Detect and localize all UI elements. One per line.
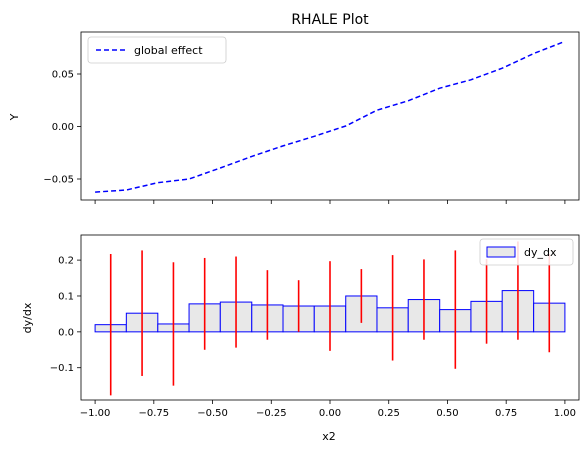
bottom-ytick-label: 0.1	[58, 291, 74, 302]
top-legend: global effect	[87, 36, 227, 64]
bottom-xtick-label: 0.00	[319, 408, 341, 419]
bottom-ytick-label: −0.1	[50, 363, 74, 374]
bottom-yticks: −0.1 0.0 0.1 0.2	[50, 256, 81, 374]
top-title: RHALE Plot	[291, 12, 369, 28]
top-xticks	[94, 200, 566, 204]
bottom-xtick-label: −1.00	[80, 408, 111, 419]
bottom-axes-frame	[80, 234, 580, 401]
bottom-xtick-label: −0.25	[256, 408, 287, 419]
bottom-xlabel: x2	[322, 430, 336, 443]
bottom-xtick-label: 0.75	[495, 408, 517, 419]
bottom-legend-label: dy_dx	[524, 246, 557, 259]
top-axes-frame	[80, 31, 580, 201]
bottom-xtick-label: 1.00	[554, 408, 576, 419]
top-legend-label: global effect	[134, 44, 203, 57]
bottom-legend: dy_dx	[479, 238, 574, 266]
top-ylabel: Y	[8, 113, 21, 121]
top-yticks: −0.05 0.00 0.05	[43, 70, 81, 186]
bottom-xtick-label: −0.50	[197, 408, 228, 419]
top-ytick-label: 0.05	[52, 70, 74, 81]
top-ytick-label: 0.00	[52, 122, 74, 133]
bottom-ytick-label: 0.0	[58, 327, 74, 338]
bottom-xtick-label: 0.50	[436, 408, 458, 419]
bottom-xticks: −1.00 −0.75 −0.50 −0.25 0.00 0.25 0.50 0.75 1.00	[80, 400, 576, 419]
top-ytick-label: −0.05	[43, 175, 74, 186]
bottom-legend-box	[479, 238, 574, 266]
bottom-xtick-label: 0.25	[378, 408, 400, 419]
bottom-errorbars	[109, 241, 551, 396]
bottom-xtick-label: −0.75	[138, 408, 169, 419]
top-plot-area	[95, 40, 566, 193]
top-panel: RHALE Plot Y −0.05 0.00 0.05 global effect	[8, 12, 580, 204]
bottom-panel: dy/dx x2 −1.00 −0.75 −0.50 −0.25 0.00 0.25 0.5…	[21, 234, 580, 443]
global-effect-line	[95, 40, 566, 193]
bottom-legend-swatch	[486, 246, 516, 258]
bottom-ytick-label: 0.2	[58, 256, 74, 267]
bottom-ylabel: dy/dx	[21, 302, 34, 333]
top-legend-box	[87, 36, 227, 64]
